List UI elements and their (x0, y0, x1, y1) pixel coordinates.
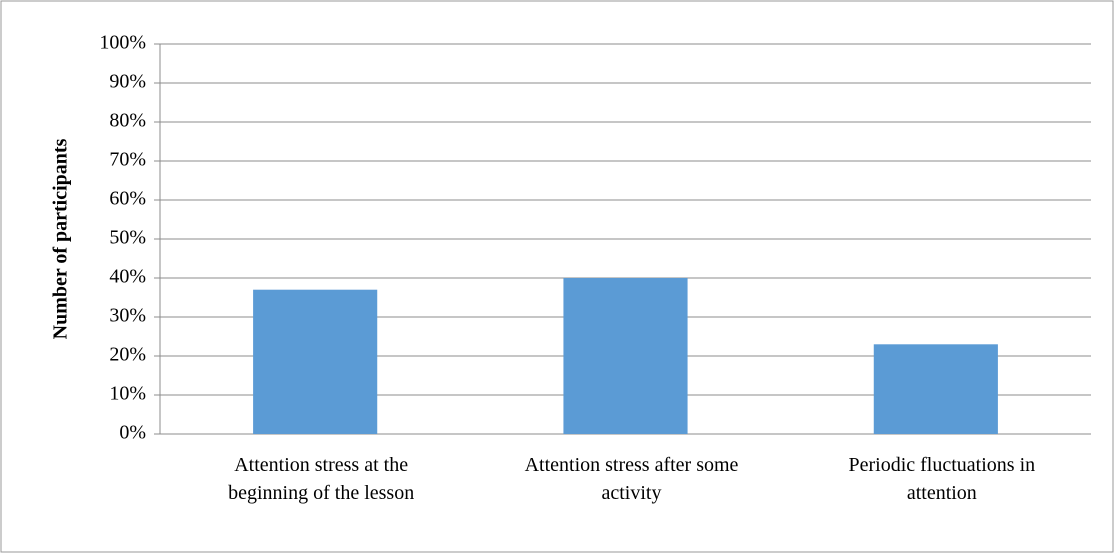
x-tick-label: Attention stress at the beginning of the… (228, 454, 415, 504)
y-axis-label: Number of participants (50, 138, 72, 339)
y-tick-label: 100% (99, 32, 146, 54)
y-tick-label: 90% (109, 71, 146, 93)
y-tick-label: 80% (109, 110, 146, 132)
y-tick-label: 0% (119, 422, 146, 444)
y-tick-label: 30% (109, 305, 146, 327)
bar (253, 289, 378, 434)
x-tick-label: Attention stress after some activity (524, 454, 739, 504)
y-tick-label: 40% (109, 266, 146, 288)
y-tick-label: 20% (109, 344, 146, 366)
y-tick-label: 50% (109, 227, 146, 249)
y-tick-label: 70% (109, 149, 146, 171)
bar (563, 278, 688, 434)
x-tick-label: Periodic fluctuations in attention (848, 454, 1036, 504)
y-tick-label: 60% (109, 188, 146, 210)
y-tick-label: 10% (109, 383, 146, 405)
bar (873, 344, 998, 434)
